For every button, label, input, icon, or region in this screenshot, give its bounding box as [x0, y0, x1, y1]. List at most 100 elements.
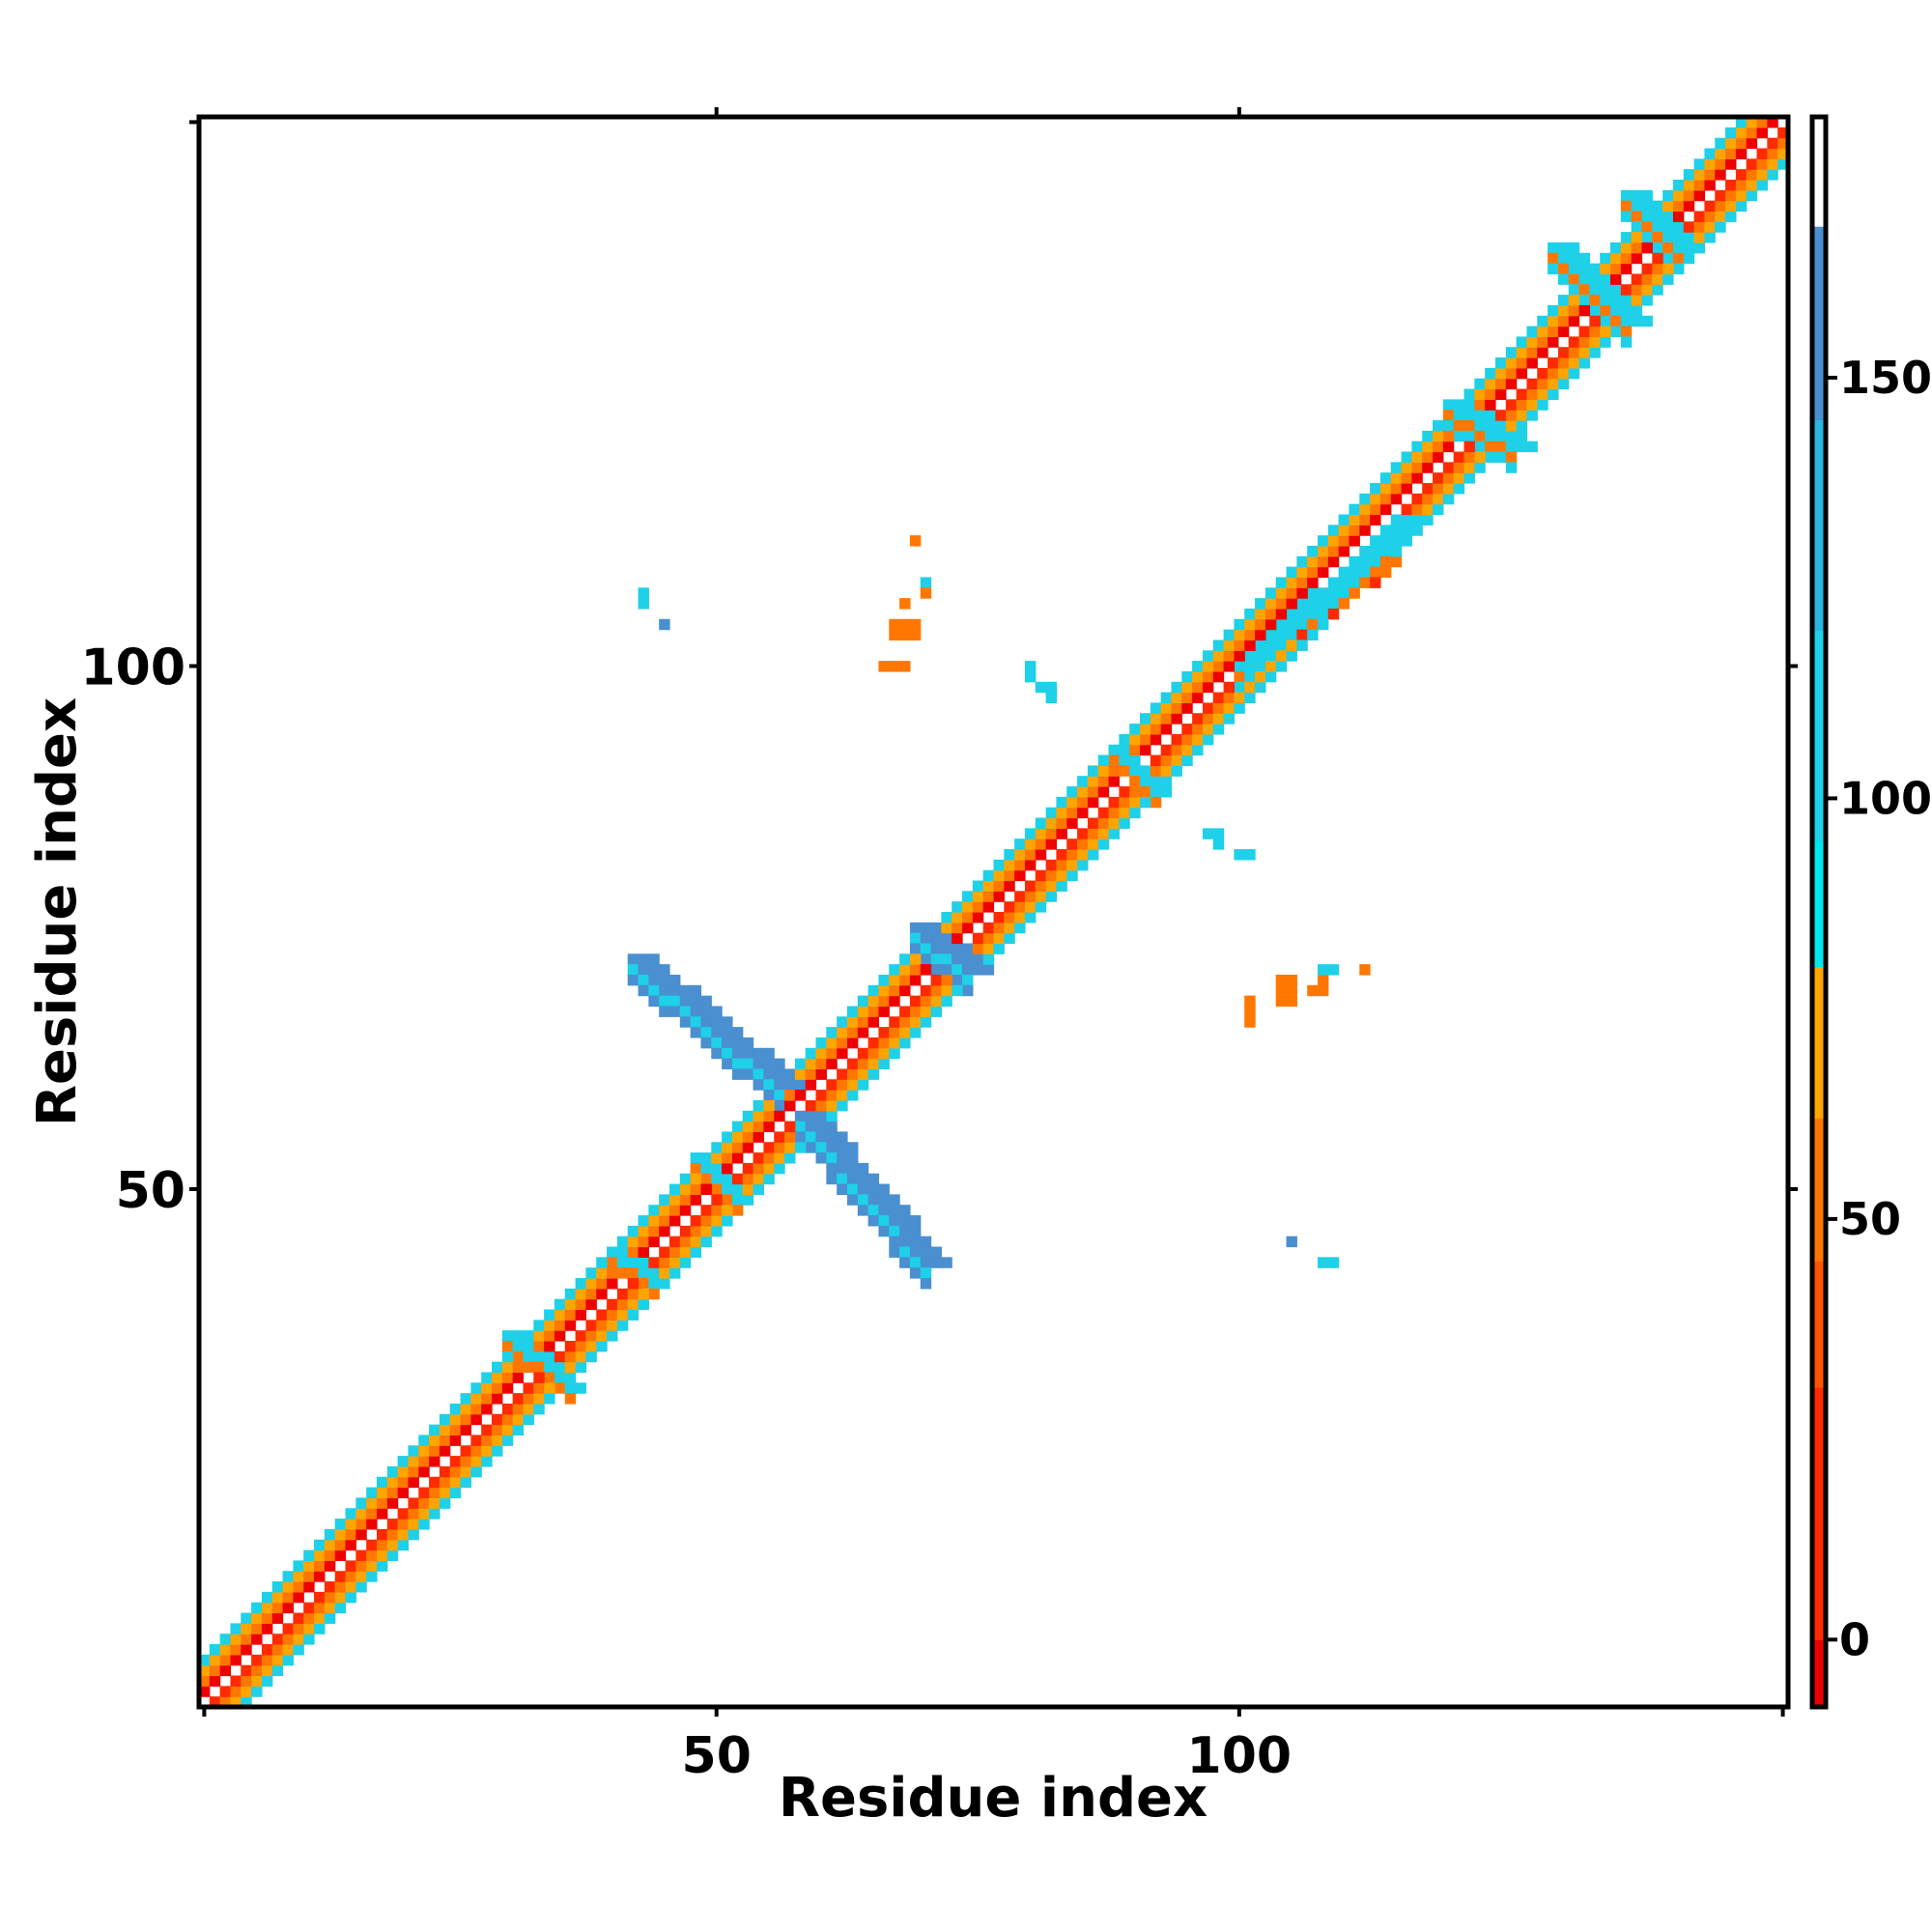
heatmap-cell [1485, 440, 1496, 453]
heatmap-cell [982, 953, 995, 965]
heatmap-cell [1066, 786, 1078, 798]
heatmap-cell [1379, 525, 1392, 536]
heatmap-cell [429, 1424, 440, 1436]
heatmap-cell [1505, 451, 1518, 463]
heatmap-cell [711, 1205, 723, 1216]
heatmap-cell [794, 1142, 807, 1153]
heatmap-cell [1202, 828, 1214, 839]
heatmap-cell [962, 912, 974, 923]
heatmap-cell [1589, 304, 1601, 317]
heatmap-cell [1234, 661, 1245, 672]
heatmap-cell [293, 1581, 304, 1593]
heatmap-cell [899, 618, 911, 631]
heatmap-cell [899, 964, 911, 976]
heatmap-cell [763, 1121, 775, 1133]
heatmap-cell [616, 1236, 629, 1248]
heatmap-cell [533, 1361, 545, 1374]
heatmap-cell [1505, 378, 1518, 390]
heatmap-cell [878, 974, 890, 986]
heatmap-cell [1715, 221, 1726, 233]
heatmap-cell [982, 922, 995, 934]
heatmap-cell [575, 1340, 587, 1352]
heatmap-cell [1327, 535, 1340, 547]
heatmap-cell [1568, 273, 1580, 285]
heatmap-cell [889, 1236, 900, 1248]
heatmap-cell [1307, 984, 1319, 997]
heatmap-cell [1317, 984, 1329, 997]
heatmap-cell [1349, 566, 1360, 579]
heatmap-cell [282, 1591, 295, 1604]
heatmap-cell [1234, 618, 1245, 631]
heatmap-cell [199, 1686, 211, 1697]
heatmap-cell [638, 1288, 649, 1300]
heatmap-cell [282, 1602, 295, 1614]
heatmap-cell [731, 1173, 744, 1185]
heatmap-cell [722, 1183, 733, 1195]
heatmap-cell [1652, 252, 1663, 265]
heatmap-cell [1693, 179, 1706, 191]
heatmap-cell [700, 1215, 712, 1227]
heatmap-cell [1777, 127, 1789, 139]
heatmap-cell [1433, 440, 1444, 453]
heatmap-cell [889, 661, 900, 672]
heatmap-cell [1286, 587, 1297, 599]
heatmap-cell [722, 1162, 733, 1175]
heatmap-cell [1453, 462, 1465, 473]
heatmap-cell [1056, 807, 1067, 819]
heatmap-cell [1349, 525, 1360, 536]
heatmap-cell [846, 1006, 859, 1017]
heatmap-cell [627, 1288, 639, 1300]
heatmap-cell [230, 1696, 242, 1708]
heatmap-cell [1223, 650, 1236, 662]
heatmap-cell [1244, 618, 1256, 631]
heatmap-cell [523, 1361, 534, 1374]
heatmap-cell [941, 984, 952, 997]
heatmap-cell [1578, 304, 1590, 317]
heatmap-cell [826, 1027, 838, 1038]
heatmap-cell [837, 1152, 848, 1164]
heatmap-cell [982, 869, 995, 882]
heatmap-cell [1767, 137, 1778, 150]
heatmap-cell [899, 1016, 911, 1028]
heatmap-cell [627, 1267, 639, 1279]
heatmap-cell [679, 1183, 692, 1195]
heatmap-cell [470, 1465, 482, 1478]
heatmap-cell [449, 1413, 462, 1426]
heatmap-cell [1620, 284, 1633, 296]
heatmap-cell [837, 1016, 848, 1028]
heatmap-cell [1641, 221, 1653, 233]
heatmap-cell [596, 1267, 608, 1279]
heatmap-cell [920, 1267, 932, 1279]
heatmap-cell [659, 984, 670, 997]
heatmap-cell [1317, 1257, 1329, 1268]
heatmap-cell [1693, 221, 1706, 233]
heatmap-cell [1140, 765, 1151, 777]
heatmap-cell [763, 1110, 775, 1122]
heatmap-cell [826, 1110, 838, 1122]
heatmap-cell [1672, 252, 1685, 265]
heatmap-cell [722, 1142, 733, 1153]
heatmap-cell [878, 1058, 890, 1070]
heatmap-cell [920, 995, 932, 1008]
heatmap-cell [1433, 451, 1444, 463]
heatmap-cell [376, 1508, 388, 1520]
heatmap-cell [941, 974, 952, 986]
heatmap-cell [1411, 514, 1423, 526]
heatmap-cell [293, 1591, 304, 1604]
heatmap-cell [1317, 608, 1329, 620]
heatmap-cell [669, 1183, 681, 1195]
heatmap-cell [753, 1099, 765, 1112]
heatmap-cell [1327, 1257, 1340, 1268]
heatmap-cell [731, 1142, 744, 1153]
heatmap-cell [1610, 295, 1622, 306]
heatmap-cell [282, 1623, 295, 1634]
heatmap-cell [669, 1205, 681, 1216]
heatmap-cell [533, 1393, 545, 1405]
heatmap-cell [1202, 661, 1214, 672]
heatmap-cell [1244, 849, 1256, 861]
heatmap-cell [1066, 807, 1078, 819]
heatmap-cell [1359, 555, 1371, 568]
heatmap-cell [784, 1079, 796, 1091]
heatmap-cell [638, 1278, 649, 1290]
heatmap-cell [1160, 702, 1173, 714]
